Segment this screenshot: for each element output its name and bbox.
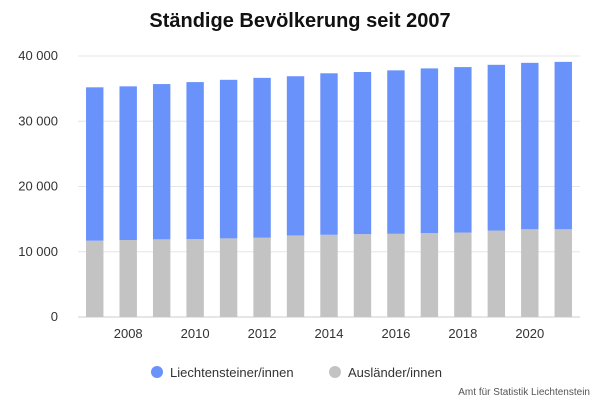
x-tick-label: 2014 bbox=[315, 326, 344, 341]
bar-segment-liechtensteiner[interactable] bbox=[186, 82, 204, 240]
y-tick-label: 40 000 bbox=[18, 48, 58, 63]
bar-segment-liechtensteiner[interactable] bbox=[554, 61, 572, 230]
y-tick-label: 10 000 bbox=[18, 244, 58, 259]
bar-segment-auslaender[interactable] bbox=[387, 233, 405, 317]
bar-segment-auslaender[interactable] bbox=[554, 229, 572, 317]
bar-segment-auslaender[interactable] bbox=[353, 234, 372, 317]
bar-segment-liechtensteiner[interactable] bbox=[152, 84, 171, 240]
bar-segment-auslaender[interactable] bbox=[521, 229, 539, 317]
bar-segment-auslaender[interactable] bbox=[119, 240, 137, 317]
bar-segment-liechtensteiner[interactable] bbox=[420, 68, 439, 234]
bar-segment-auslaender[interactable] bbox=[320, 234, 338, 317]
legend-swatch-liechtensteiner bbox=[151, 366, 163, 378]
y-axis: 0 10 000 20 000 30 000 40 000 bbox=[18, 48, 58, 324]
legend: Liechtensteiner/innen Ausländer/innen bbox=[151, 365, 442, 380]
x-tick-label: 2020 bbox=[515, 326, 544, 341]
legend-item-liechtensteiner[interactable]: Liechtensteiner/innen bbox=[151, 365, 294, 380]
bar-segment-auslaender[interactable] bbox=[152, 239, 171, 317]
bar-segment-liechtensteiner[interactable] bbox=[286, 76, 305, 236]
legend-label-liechtensteiner: Liechtensteiner/innen bbox=[170, 365, 294, 380]
legend-label-auslaender: Ausländer/innen bbox=[348, 365, 442, 380]
bar-segment-auslaender[interactable] bbox=[86, 240, 104, 317]
bar-segment-auslaender[interactable] bbox=[253, 237, 271, 317]
y-tick-label: 0 bbox=[51, 309, 58, 324]
bar-segment-liechtensteiner[interactable] bbox=[320, 73, 338, 235]
bar-segment-auslaender[interactable] bbox=[286, 235, 305, 317]
x-tick-label: 2016 bbox=[381, 326, 410, 341]
legend-swatch-auslaender bbox=[329, 366, 341, 378]
bar-segment-liechtensteiner[interactable] bbox=[86, 87, 104, 241]
bar-segment-liechtensteiner[interactable] bbox=[253, 77, 271, 238]
source-credit: Amt für Statistik Liechtenstein bbox=[458, 387, 590, 398]
chart-title: Ständige Bevölkerung seit 2007 bbox=[149, 10, 450, 32]
bar-segment-liechtensteiner[interactable] bbox=[387, 70, 405, 234]
bar-segment-auslaender[interactable] bbox=[219, 238, 238, 317]
bar-segment-auslaender[interactable] bbox=[454, 232, 472, 317]
y-tick-label: 30 000 bbox=[18, 113, 58, 128]
bar-segment-liechtensteiner[interactable] bbox=[353, 71, 372, 235]
legend-item-auslaender[interactable]: Ausländer/innen bbox=[329, 365, 442, 380]
bars bbox=[86, 61, 572, 317]
x-tick-label: 2010 bbox=[181, 326, 210, 341]
bar-segment-liechtensteiner[interactable] bbox=[219, 79, 238, 239]
x-tick-label: 2018 bbox=[448, 326, 477, 341]
bar-segment-liechtensteiner[interactable] bbox=[521, 62, 539, 230]
y-tick-label: 20 000 bbox=[18, 179, 58, 194]
x-tick-label: 2012 bbox=[248, 326, 277, 341]
x-axis: 2008 2010 2012 2014 2016 2018 2020 bbox=[114, 326, 545, 341]
bar-segment-auslaender[interactable] bbox=[420, 233, 439, 317]
bar-segment-auslaender[interactable] bbox=[487, 230, 506, 317]
bar-segment-auslaender[interactable] bbox=[186, 239, 204, 317]
x-tick-label: 2008 bbox=[114, 326, 143, 341]
bar-segment-liechtensteiner[interactable] bbox=[487, 64, 506, 231]
bar-segment-liechtensteiner[interactable] bbox=[119, 86, 137, 241]
bar-segment-liechtensteiner[interactable] bbox=[454, 67, 472, 233]
